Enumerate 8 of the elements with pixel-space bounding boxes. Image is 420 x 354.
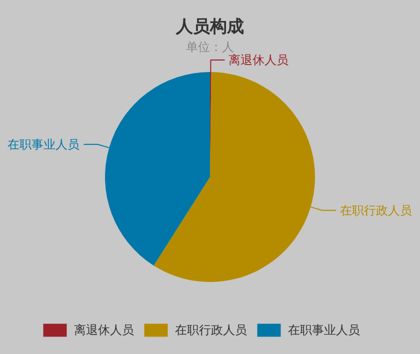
chart-subtitle: 单位：人	[186, 40, 234, 54]
slice-label: 离退休人员	[228, 53, 289, 67]
legend-label: 在职事业人员	[288, 323, 360, 338]
legend-label: 离退休人员	[74, 323, 134, 338]
chart-title: 人员构成	[175, 17, 244, 37]
slice-label: 在职事业人员	[8, 137, 80, 152]
legend-label: 在职行政人员	[175, 323, 247, 338]
slice-label: 在职行政人员	[340, 203, 412, 218]
